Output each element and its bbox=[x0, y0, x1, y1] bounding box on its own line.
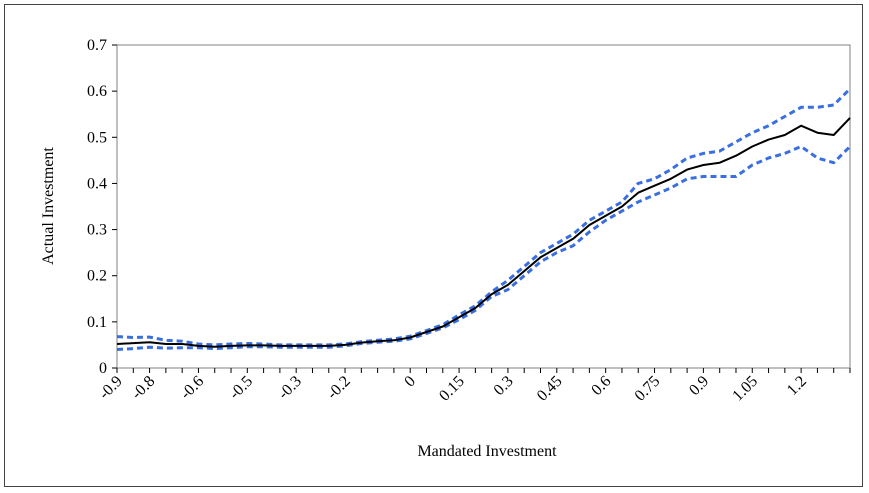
y-tick-label: 0.1 bbox=[87, 314, 107, 331]
series-layer bbox=[116, 87, 852, 351]
plot-area bbox=[116, 44, 851, 369]
y-tick-label: 0 bbox=[99, 360, 107, 377]
y-tick-label: 0.2 bbox=[87, 268, 107, 285]
y-tick-label: 0.3 bbox=[87, 222, 107, 239]
y-tick-label: 0.5 bbox=[87, 129, 107, 146]
chart-frame: 0 0.1 0.2 0.3 0.4 0.5 0.6 0.7 -0.9 -0.8 -0.6 -0.5-… bbox=[4, 4, 863, 487]
x-tick-label: -0.6 bbox=[177, 373, 207, 403]
x-tick-label: -0.9 bbox=[96, 373, 126, 403]
y-tick-label: 0.7 bbox=[87, 37, 107, 54]
y-tick-label: 0.6 bbox=[87, 83, 107, 100]
x-tick-label: 0.75 bbox=[632, 373, 664, 405]
y-tick-label: 0.4 bbox=[87, 175, 107, 192]
x-tick-label: -0.8 bbox=[128, 373, 158, 403]
x-tick-label: 0.3 bbox=[491, 373, 517, 399]
x-tick-label: 0.15 bbox=[436, 373, 468, 405]
x-tick-label: 0.9 bbox=[686, 373, 712, 399]
x-axis-title: Mandated Investment bbox=[417, 443, 557, 460]
x-tick-label: 0 bbox=[401, 373, 419, 391]
series-line-band bbox=[116, 87, 852, 347]
series-line-band bbox=[116, 145, 852, 351]
x-tick-label: 1.05 bbox=[729, 373, 761, 405]
x-tick-label: -0.5 bbox=[226, 373, 256, 403]
y-axis-title: Actual Investment bbox=[40, 147, 57, 265]
y-axis: 0 0.1 0.2 0.3 0.4 0.5 0.6 0.7 bbox=[87, 37, 117, 377]
x-tick-label: -0.3 bbox=[275, 373, 305, 403]
x-tick-label: 1.2 bbox=[784, 373, 810, 399]
series-line-mean bbox=[116, 117, 851, 348]
x-tick-label: 0.45 bbox=[534, 373, 566, 405]
x-tick-label: 0.6 bbox=[588, 373, 614, 399]
x-tick-label: -0.2 bbox=[324, 373, 354, 403]
x-axis: -0.9 -0.8 -0.6 -0.5 -0.3 -0.2 0 0.15 0.3 0.45 0.6 0… bbox=[96, 368, 851, 405]
chart: 00.10.20.30.40.50.60.7 -0.9 -0.8 -0.6 -0.5-… bbox=[40, 37, 852, 460]
